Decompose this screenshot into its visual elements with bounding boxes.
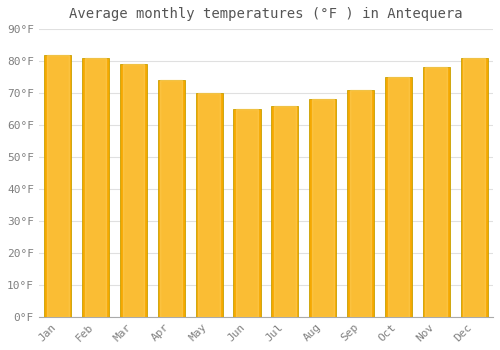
Bar — [47, 55, 68, 317]
Bar — [236, 109, 258, 317]
Bar — [198, 93, 220, 317]
Bar — [122, 64, 144, 317]
Bar — [82, 58, 109, 317]
Bar — [463, 58, 485, 317]
Bar — [460, 58, 488, 317]
Bar — [309, 99, 336, 317]
Bar — [388, 77, 409, 317]
Bar — [347, 90, 374, 317]
Bar — [422, 68, 450, 317]
Title: Average monthly temperatures (°F ) in Antequera: Average monthly temperatures (°F ) in An… — [69, 7, 462, 21]
Bar — [385, 77, 412, 317]
Bar — [158, 80, 185, 317]
Bar — [274, 106, 296, 317]
Bar — [426, 68, 447, 317]
Bar — [234, 109, 260, 317]
Bar — [350, 90, 372, 317]
Bar — [44, 55, 72, 317]
Bar — [160, 80, 182, 317]
Bar — [312, 99, 334, 317]
Bar — [271, 106, 298, 317]
Bar — [84, 58, 106, 317]
Bar — [120, 64, 147, 317]
Bar — [196, 93, 223, 317]
